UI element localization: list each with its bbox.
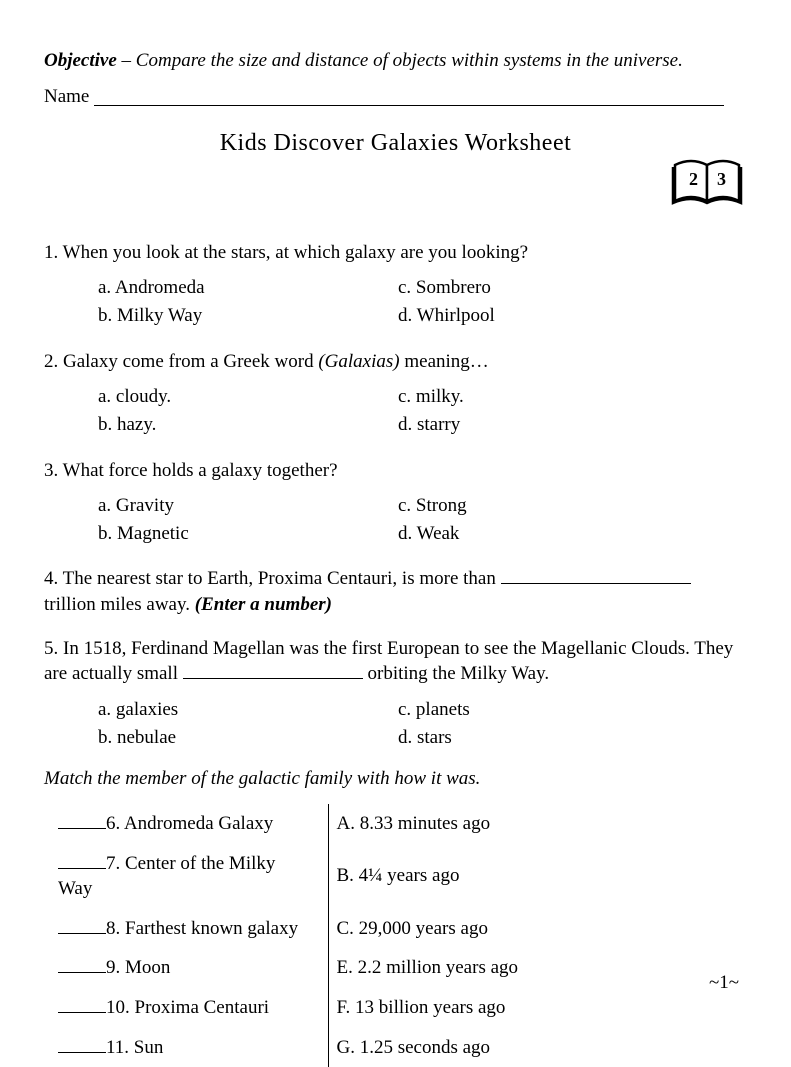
- match-right: B. 4¼ years ago: [328, 844, 532, 909]
- objective-label: Objective: [44, 50, 117, 71]
- open-book-icon: 2 3: [669, 155, 747, 211]
- objective-dash: –: [117, 50, 136, 71]
- q5-choice-a: a. galaxies: [98, 697, 398, 723]
- match-right: E. 2.2 million years ago: [328, 948, 532, 988]
- name-blank[interactable]: [94, 105, 724, 106]
- match-num: 6.: [106, 813, 124, 834]
- table-row: 10. Proxima Centauri F. 13 billion years…: [50, 988, 532, 1028]
- match-left: Sun: [134, 1037, 164, 1058]
- q5-post: orbiting the Milky Way.: [363, 663, 549, 684]
- table-row: 6. Andromeda Galaxy A. 8.33 minutes ago: [50, 804, 532, 844]
- name-row: Name: [44, 84, 747, 110]
- objective-text: Compare the size and distance of objects…: [136, 50, 683, 71]
- question-3-text: 3. What force holds a galaxy together?: [44, 458, 747, 484]
- match-blank[interactable]: [58, 1012, 106, 1013]
- question-3-choices: a. Gravity b. Magnetic c. Strong d. Weak: [98, 493, 747, 548]
- objective-line: Objective – Compare the size and distanc…: [44, 48, 747, 74]
- q2-choice-a: a. cloudy.: [98, 384, 398, 410]
- q2-pre: 2. Galaxy come from a Greek word: [44, 351, 318, 372]
- q1-choice-a: a. Andromeda: [98, 275, 398, 301]
- match-num: 8.: [106, 918, 125, 939]
- match-num: 10.: [106, 997, 135, 1018]
- match-left: Moon: [125, 957, 170, 978]
- q5-blank[interactable]: [183, 678, 363, 679]
- match-blank[interactable]: [58, 1052, 106, 1053]
- match-right: G. 1.25 seconds ago: [328, 1028, 532, 1067]
- match-num: 11.: [106, 1037, 134, 1058]
- q2-choice-d: d. starry: [398, 412, 698, 438]
- worksheet-title: Kids Discover Galaxies Worksheet: [44, 127, 747, 159]
- q5-choice-d: d. stars: [398, 725, 698, 751]
- match-table: 6. Andromeda Galaxy A. 8.33 minutes ago …: [50, 804, 532, 1067]
- question-5-choices: a. galaxies b. nebulae c. planets d. sta…: [98, 697, 747, 752]
- page-number: ~1~: [709, 970, 739, 996]
- q3-choice-c: c. Strong: [398, 493, 698, 519]
- question-1-text: 1. When you look at the stars, at which …: [44, 240, 747, 266]
- q2-choice-b: b. hazy.: [98, 412, 398, 438]
- q5-choice-b: b. nebulae: [98, 725, 398, 751]
- question-4-text: 4. The nearest star to Earth, Proxima Ce…: [44, 566, 747, 617]
- match-blank[interactable]: [58, 933, 106, 934]
- match-instruction: Match the member of the galactic family …: [44, 766, 747, 792]
- match-num: 7.: [106, 853, 125, 874]
- question-1-choices: a. Andromeda b. Milky Way c. Sombrero d.…: [98, 275, 747, 330]
- q3-choice-b: b. Magnetic: [98, 521, 398, 547]
- match-blank[interactable]: [58, 868, 106, 869]
- match-right: A. 8.33 minutes ago: [328, 804, 532, 844]
- match-left: Proxima Centauri: [135, 997, 270, 1018]
- match-right: C. 29,000 years ago: [328, 909, 532, 949]
- table-row: 7. Center of the Milky Way B. 4¼ years a…: [50, 844, 532, 909]
- question-2-choices: a. cloudy. b. hazy. c. milky. d. starry: [98, 384, 747, 439]
- match-left: Center of the Milky Way: [58, 853, 275, 900]
- table-row: 9. Moon E. 2.2 million years ago: [50, 948, 532, 988]
- question-2-text: 2. Galaxy come from a Greek word (Galaxi…: [44, 349, 747, 375]
- q3-choice-d: d. Weak: [398, 521, 698, 547]
- match-blank[interactable]: [58, 828, 106, 829]
- table-row: 8. Farthest known galaxy C. 29,000 years…: [50, 909, 532, 949]
- q1-choice-b: b. Milky Way: [98, 303, 398, 329]
- match-right: F. 13 billion years ago: [328, 988, 532, 1028]
- match-left: Andromeda Galaxy: [124, 813, 273, 834]
- q1-choice-d: d. Whirlpool: [398, 303, 698, 329]
- q5-choice-c: c. planets: [398, 697, 698, 723]
- name-label: Name: [44, 86, 94, 107]
- match-num: 9.: [106, 957, 125, 978]
- match-blank[interactable]: [58, 972, 106, 973]
- book-left-page: 2: [689, 169, 698, 189]
- question-5-text: 5. In 1518, Ferdinand Magellan was the f…: [44, 636, 747, 687]
- q3-choice-a: a. Gravity: [98, 493, 398, 519]
- q4-blank[interactable]: [501, 583, 691, 584]
- match-left: Farthest known galaxy: [125, 918, 298, 939]
- q2-italic: (Galaxias): [318, 351, 399, 372]
- q2-choice-c: c. milky.: [398, 384, 698, 410]
- table-row: 11. Sun G. 1.25 seconds ago: [50, 1028, 532, 1067]
- q4-pre: 4. The nearest star to Earth, Proxima Ce…: [44, 568, 501, 589]
- q1-choice-c: c. Sombrero: [398, 275, 698, 301]
- q4-post: trillion miles away.: [44, 594, 195, 615]
- q4-hint: (Enter a number): [195, 594, 332, 615]
- book-right-page: 3: [717, 169, 726, 189]
- q2-post: meaning…: [400, 351, 489, 372]
